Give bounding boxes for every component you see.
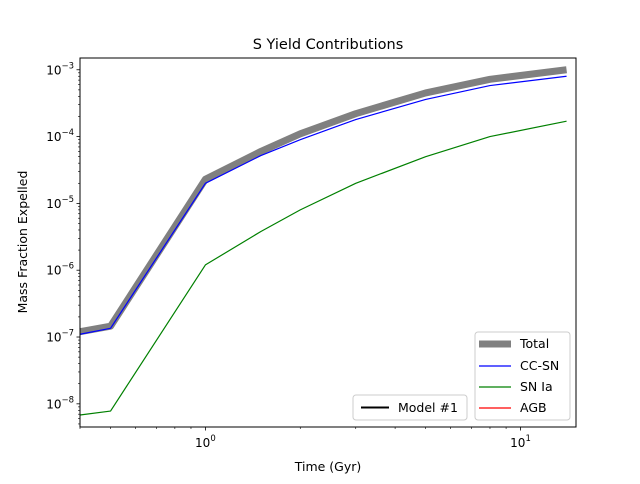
series-line-total	[79, 66, 567, 336]
y-axis-label: Mass Fraction Expelled	[15, 171, 30, 314]
x-tick-label: 101	[510, 434, 531, 450]
legend-label-sn-ia: SN Ia	[520, 379, 553, 394]
y-tick-label: 10−5	[46, 195, 74, 211]
legend-main: Total CC-SN SN Ia AGB	[474, 331, 571, 421]
y-tick-label: 10−6	[46, 262, 74, 278]
y-axis: 10−8 10−7 10−6 10−5 10−4 10−3	[46, 61, 80, 425]
y-tick-label: 10−4	[46, 128, 74, 144]
axes-frame	[79, 57, 577, 428]
chart-title: S Yield Contributions	[253, 37, 404, 53]
legend-main-box	[474, 331, 571, 421]
y-tick-label: 10−7	[46, 329, 74, 345]
y-tick-label: 10−8	[46, 395, 74, 411]
legend-label-agb: AGB	[520, 400, 547, 415]
legend-model-box	[352, 394, 468, 421]
legend-model-label: Model #1	[398, 400, 458, 415]
legend-model: Model #1	[352, 394, 468, 421]
y-tick-label: 10−3	[46, 61, 74, 77]
series-line-sn-ia	[79, 120, 567, 416]
x-axis-label: Time (Gyr)	[294, 459, 362, 474]
legend-label-cc-sn: CC-SN	[520, 358, 559, 373]
x-tick-label: 100	[195, 434, 216, 450]
legend-label-total: Total	[519, 336, 549, 351]
x-axis: 100 101	[79, 427, 531, 450]
plot-area	[79, 66, 567, 416]
series-line-cc-sn	[79, 75, 567, 335]
